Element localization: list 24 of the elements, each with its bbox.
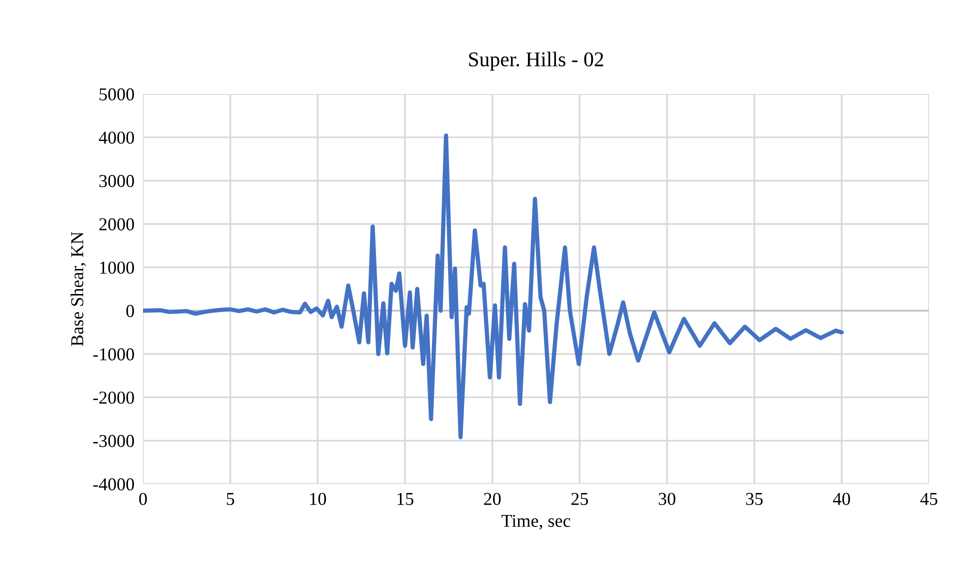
x-tick-label: 35 [746,492,763,506]
y-tick-label: 3000 [99,174,134,188]
line-series [143,134,844,440]
y-tick-label: -4000 [93,478,134,490]
y-tick-label: 0 [126,304,134,318]
x-tick-label: 5 [226,493,234,506]
x-axis-title: Time, sec [502,514,570,530]
y-axis-title: Base Shear, KN [70,232,86,346]
y-tick-label: -2000 [93,392,134,404]
x-tick-label: 40 [832,492,850,506]
x-tick-label: 20 [484,492,501,506]
x-tick-label: 30 [658,492,676,506]
y-tick-label: 5000 [100,88,134,100]
y-tick-label: -3000 [93,434,134,448]
y-tick-label: -1000 [93,348,134,360]
x-tick-label: 25 [571,492,588,506]
x-tick-label: 15 [398,492,414,506]
y-tick-label: 1000 [100,262,134,274]
chart-title: Super. Hills - 02 [469,52,604,71]
y-tick-label: 4000 [98,132,134,144]
x-tick-label: 10 [310,492,326,506]
x-tick-label: 0 [139,492,147,506]
x-tick-label: 45 [920,492,938,506]
y-tick-label: 2000 [99,218,134,230]
